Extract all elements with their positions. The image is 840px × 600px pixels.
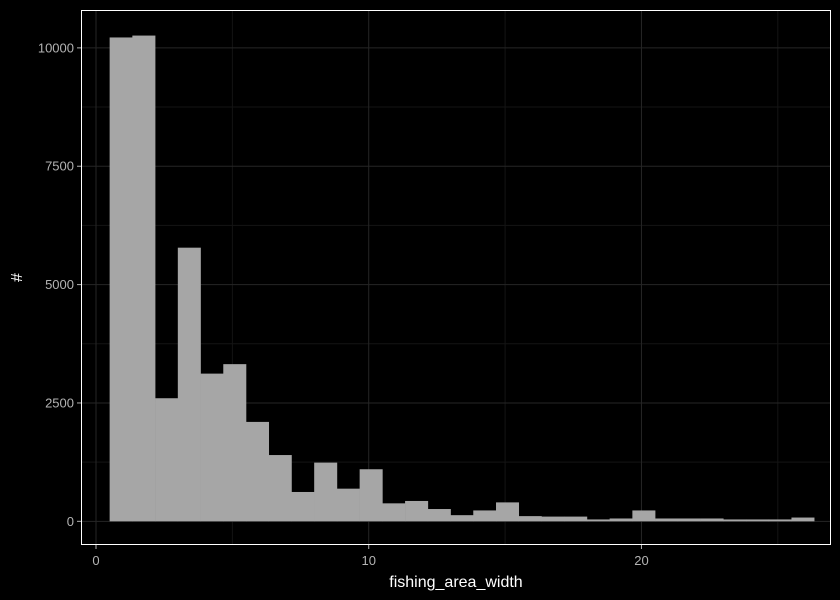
histogram-bar	[496, 502, 520, 522]
histogram-bar	[541, 516, 565, 522]
histogram-bar	[223, 364, 247, 522]
y-tick-label: 7500	[45, 159, 74, 174]
histogram-bar	[405, 500, 429, 522]
histogram-bar	[155, 398, 179, 522]
histogram-bar	[177, 247, 201, 522]
histogram-bar	[586, 519, 610, 522]
histogram-bar	[700, 518, 724, 522]
histogram-bars	[109, 35, 815, 522]
histogram-bar	[382, 503, 406, 522]
histogram-bar	[336, 488, 360, 522]
histogram-bar	[745, 519, 770, 522]
panel-border	[81, 10, 831, 545]
histogram-bar	[791, 517, 815, 522]
histogram-bar	[723, 519, 747, 522]
histogram-bar	[768, 519, 792, 522]
y-tick-label: 2500	[45, 395, 74, 410]
histogram-bar	[609, 518, 633, 522]
histogram-bar	[427, 509, 451, 522]
axis-ticks: 0 10 20 0 2500 5000 7500 10000	[38, 40, 649, 568]
histogram-bar	[246, 421, 270, 522]
x-tick-label: 0	[92, 553, 99, 568]
y-tick-label: 0	[67, 514, 74, 529]
histogram-bar	[291, 491, 315, 522]
histogram-bar	[359, 469, 383, 522]
histogram-bar	[132, 35, 156, 522]
x-tick-label: 20	[634, 553, 648, 568]
histogram-bar	[314, 462, 338, 522]
histogram-bar	[518, 516, 542, 522]
histogram-bar	[473, 510, 497, 522]
y-tick-label: 10000	[38, 40, 74, 55]
histogram-bar	[655, 518, 679, 522]
histogram-bar	[268, 455, 292, 522]
histogram-bar	[109, 37, 133, 522]
histogram-bar	[200, 373, 224, 522]
y-tick-label: 5000	[45, 277, 74, 292]
histogram-bar	[632, 510, 656, 522]
histogram-bar	[450, 515, 474, 522]
y-axis-title: #	[9, 273, 26, 282]
x-axis-title: fishing_area_width	[389, 574, 522, 591]
x-tick-label: 10	[361, 553, 375, 568]
histogram-bar	[677, 518, 701, 522]
histogram-bar	[564, 516, 588, 522]
